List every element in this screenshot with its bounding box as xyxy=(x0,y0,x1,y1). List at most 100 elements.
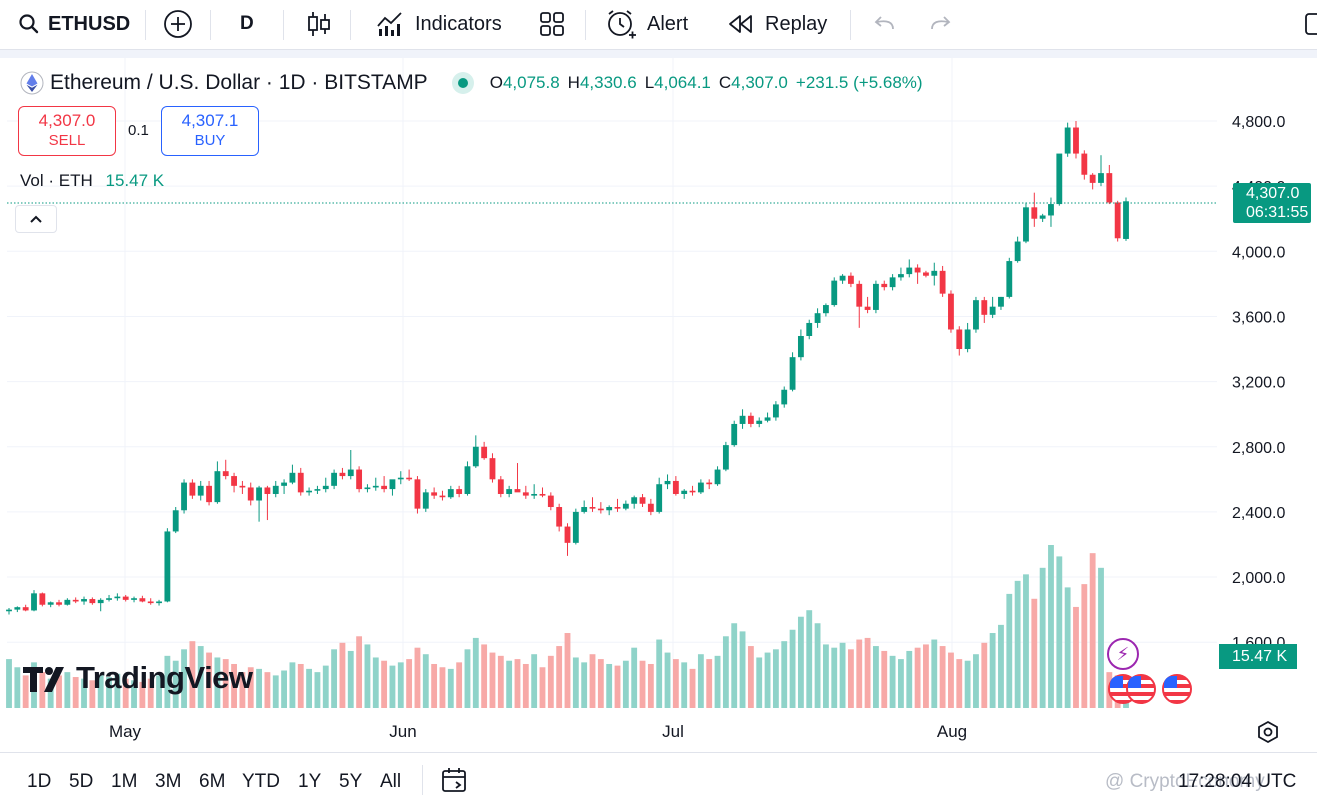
indicators-button[interactable]: Indicators xyxy=(375,0,502,48)
alert-button[interactable]: Alert xyxy=(605,0,688,48)
volume-bar xyxy=(1089,553,1096,708)
candle-body xyxy=(239,485,246,488)
candle-body xyxy=(331,472,338,486)
symbol-search[interactable]: ETHUSD xyxy=(18,0,130,48)
candle-body xyxy=(289,472,296,483)
candle-body xyxy=(389,479,396,490)
range-5d[interactable]: 5D xyxy=(69,771,94,792)
candle-body xyxy=(1031,207,1038,219)
price-tick-label: 2,000.0 xyxy=(1232,570,1285,587)
candle-body xyxy=(222,471,229,477)
candle-body xyxy=(797,335,804,358)
candle-body xyxy=(22,607,29,611)
volume-bar xyxy=(923,644,929,708)
compare-button[interactable] xyxy=(163,0,193,48)
volume-bar xyxy=(389,665,396,708)
buy-button[interactable]: 4,307.1 BUY xyxy=(161,106,259,156)
candle-body xyxy=(1064,127,1071,154)
candle-body xyxy=(1006,261,1013,297)
range-6m[interactable]: 6M xyxy=(199,771,226,792)
volume-bar xyxy=(789,629,796,708)
price-tick-label: 2,800.0 xyxy=(1232,440,1285,457)
volume-bar xyxy=(356,636,363,708)
sell-button[interactable]: 4,307.0 SELL xyxy=(18,106,116,156)
volume-legend: Vol · ETH 15.47 K xyxy=(20,171,164,191)
us-flag-icon[interactable] xyxy=(1126,674,1156,704)
chart-legend: Ethereum / U.S. Dollar · 1D · BITSTAMP O… xyxy=(20,70,923,96)
candle-body xyxy=(956,329,963,350)
candle-body xyxy=(339,472,346,477)
redo-icon xyxy=(931,16,951,30)
volume-bar xyxy=(672,659,679,708)
range-ytd[interactable]: YTD xyxy=(242,771,280,792)
candle-body xyxy=(831,280,838,306)
candle-body xyxy=(939,270,946,294)
candle-body xyxy=(156,601,162,604)
alarm-clock-icon xyxy=(608,10,636,39)
candle-body xyxy=(81,599,87,602)
indicators-label: Indicators xyxy=(415,12,502,35)
range-1y[interactable]: 1Y xyxy=(298,771,322,792)
redo-button[interactable] xyxy=(928,0,952,48)
buy-label: BUY xyxy=(194,132,226,149)
divider xyxy=(145,10,146,40)
tradingview-logo[interactable]: TradingView xyxy=(22,660,253,696)
us-flag-icon[interactable] xyxy=(1162,674,1192,704)
candle-body xyxy=(364,487,371,490)
candle-body xyxy=(231,476,237,486)
volume-axis-label: 15.47 K xyxy=(1219,644,1297,669)
ethereum-logo-icon xyxy=(20,71,44,95)
volume-bar xyxy=(873,646,879,708)
volume-bar xyxy=(589,654,596,708)
volume-bar xyxy=(81,678,87,708)
undo-button[interactable] xyxy=(873,0,897,48)
volume-bar xyxy=(914,647,921,708)
volume-bar xyxy=(422,654,429,708)
candle-body xyxy=(806,322,813,336)
chart-settings-icon[interactable] xyxy=(1256,720,1280,749)
volume-bar xyxy=(964,660,971,708)
volume-bar xyxy=(948,652,954,708)
candle-body xyxy=(356,469,363,490)
volume-bar xyxy=(506,660,513,708)
candle-body xyxy=(464,466,471,494)
fullscreen-button[interactable] xyxy=(1304,0,1317,48)
undo-icon xyxy=(874,16,894,30)
candle-body xyxy=(97,599,104,604)
last-price-label: 4,307.0 06:31:55 xyxy=(1233,183,1311,223)
volume-bar xyxy=(647,663,654,708)
interval-button[interactable]: D xyxy=(240,13,254,34)
candle-body xyxy=(147,601,154,604)
candle-body xyxy=(14,607,21,610)
range-1m[interactable]: 1M xyxy=(111,771,138,792)
volume-bar xyxy=(856,639,863,708)
replay-button[interactable]: Replay xyxy=(727,0,827,48)
time-tick-label: Aug xyxy=(937,722,967,741)
bar-countdown: 06:31:55 xyxy=(1246,204,1309,221)
range-5y[interactable]: 5Y xyxy=(339,771,363,792)
divider xyxy=(283,10,284,40)
candle-body xyxy=(772,404,779,418)
ohlc-high: H4,330.6 xyxy=(567,73,637,92)
chart-type-button[interactable] xyxy=(305,0,333,48)
volume-bar xyxy=(806,610,813,708)
layout-button[interactable] xyxy=(538,0,566,48)
candle-body xyxy=(264,487,271,494)
candle-body xyxy=(106,598,112,600)
candle-body xyxy=(347,469,354,477)
goto-date-button[interactable] xyxy=(440,765,470,800)
volume-bar xyxy=(347,650,354,708)
volume-bar xyxy=(47,678,54,708)
assistant-icon[interactable]: ⚡ xyxy=(1107,638,1139,670)
volume-bar xyxy=(689,668,696,708)
candle-body xyxy=(556,507,563,527)
candle-body xyxy=(431,492,438,496)
candle-body xyxy=(747,415,754,424)
candle-body xyxy=(589,507,596,509)
collapse-legend-button[interactable] xyxy=(15,205,57,233)
candle-body xyxy=(706,482,713,485)
range-1d[interactable]: 1D xyxy=(27,771,52,792)
range-all[interactable]: All xyxy=(380,771,402,792)
utc-clock[interactable]: 17:28:04 UTC xyxy=(1178,771,1297,792)
range-3m[interactable]: 3M xyxy=(155,771,182,792)
